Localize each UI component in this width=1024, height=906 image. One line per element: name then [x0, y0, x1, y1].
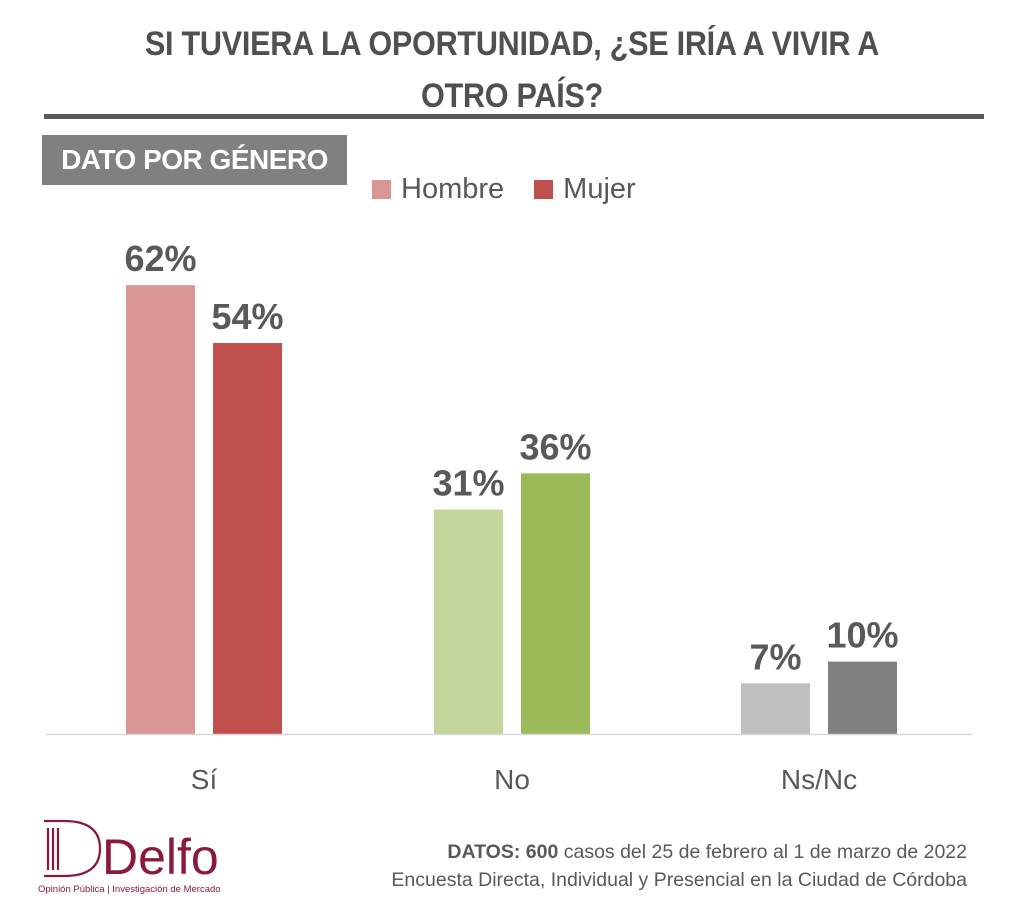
bar-mujer-no — [521, 473, 590, 734]
footer-source: DATOS: 600 casos del 25 de febrero al 1 … — [391, 838, 967, 894]
category-label-1: No — [494, 764, 530, 795]
subtitle-badge: DATO POR GÉNERO — [42, 135, 347, 185]
bar-label-hombre-no: 31% — [432, 463, 504, 504]
logo-wordmark: Delfos — [102, 829, 220, 880]
datos-text: casos del 25 de febrero al 1 de marzo de… — [558, 841, 967, 863]
bar-hombre-nsnc — [741, 683, 810, 734]
datos-count: 600 — [525, 841, 559, 863]
legend-item-mujer: Mujer — [534, 173, 636, 206]
bar-hombre-s — [126, 285, 195, 734]
chart-title: SI TUVIERA LA OPORTUNIDAD, ¿SE IRÍA A VI… — [51, 18, 973, 122]
legend-label-mujer: Mujer — [563, 173, 636, 205]
category-label-0: Sí — [191, 764, 218, 795]
bar-label-hombre-nsnc: 7% — [749, 636, 801, 677]
legend: Hombre Mujer — [372, 173, 666, 206]
legend-swatch-mujer — [534, 180, 554, 199]
bar-hombre-no — [434, 509, 503, 734]
legend-label-hombre: Hombre — [401, 173, 505, 205]
bar-mujer-s — [213, 343, 282, 734]
bar-mujer-nsnc — [828, 661, 897, 734]
logo-tagline: Opinión Pública | Investigación de Merca… — [38, 884, 221, 895]
title-line-2: OTRO PAÍS? — [420, 77, 604, 115]
category-label-2: Ns/Nc — [781, 764, 857, 795]
bar-label-mujer-no: 36% — [519, 426, 591, 467]
footer-line-2: Encuesta Directa, Individual y Presencia… — [391, 869, 967, 891]
bar-label-mujer-s: 54% — [211, 296, 283, 337]
legend-item-hombre: Hombre — [372, 173, 504, 206]
title-line-1: SI TUVIERA LA OPORTUNIDAD, ¿SE IRÍA A VI… — [144, 25, 880, 63]
title-divider — [44, 114, 984, 119]
footer-line-1: DATOS: 600 casos del 25 de febrero al 1 … — [391, 838, 967, 866]
bar-label-hombre-s: 62% — [124, 238, 196, 279]
delfos-logo: Delfos — [44, 819, 220, 880]
bar-label-mujer-nsnc: 10% — [826, 615, 898, 656]
datos-label: DATOS: — [447, 841, 521, 863]
legend-swatch-hombre — [372, 180, 391, 199]
